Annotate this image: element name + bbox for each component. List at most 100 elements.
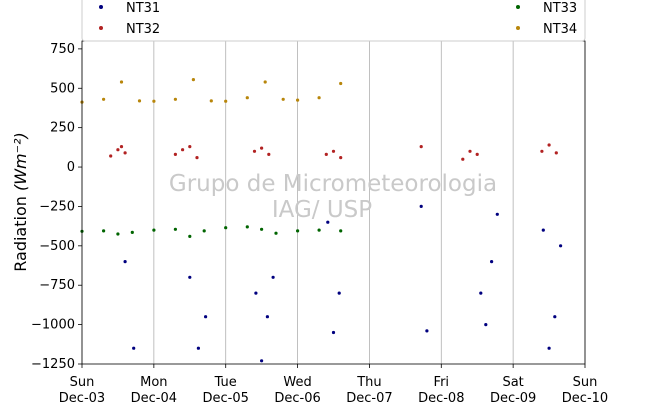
data-point xyxy=(260,359,264,363)
x-tick-label-date: Dec-07 xyxy=(346,391,392,406)
data-point xyxy=(224,99,228,103)
data-point xyxy=(271,275,275,279)
data-point xyxy=(181,148,185,152)
y-tick-label: 250 xyxy=(50,121,75,136)
x-tick-label-day: Sun xyxy=(70,375,95,390)
data-point xyxy=(274,231,278,235)
x-tick-label-date: Dec-05 xyxy=(203,391,249,406)
data-point xyxy=(204,315,208,319)
data-point xyxy=(119,145,124,149)
data-point xyxy=(102,97,106,101)
data-point xyxy=(152,99,156,103)
data-point xyxy=(331,330,336,335)
data-point xyxy=(245,96,249,100)
watermark-line-1: Grupo de Micrometeorologia xyxy=(169,171,497,197)
data-point xyxy=(119,80,124,84)
legend-label: NT34 xyxy=(543,22,577,37)
data-point xyxy=(188,234,192,238)
data-point xyxy=(281,97,285,101)
data-point xyxy=(245,225,249,229)
data-point xyxy=(547,143,551,147)
legend-marker xyxy=(516,5,520,9)
x-tick-label-date: Dec-04 xyxy=(131,391,177,406)
data-point xyxy=(252,149,257,153)
legend: NT31 NT32 NT33 NT34 xyxy=(81,0,586,42)
data-point xyxy=(296,98,300,102)
y-tick-label: 750 xyxy=(50,42,75,57)
data-point xyxy=(540,149,544,153)
data-point xyxy=(191,78,195,82)
series-NT33 xyxy=(80,225,343,238)
data-point xyxy=(260,146,264,150)
x-tick-label-day: Fri xyxy=(434,375,450,390)
x-tick-label-date: Dec-08 xyxy=(418,391,464,406)
data-point xyxy=(137,99,142,103)
x-axis: SunDec-03MonDec-04TueDec-05WedDec-06ThuD… xyxy=(59,364,608,406)
data-point xyxy=(109,154,113,158)
x-tick-label-date: Dec-09 xyxy=(490,391,536,406)
data-point xyxy=(461,157,465,161)
y-axis-label-text: Radiation xyxy=(11,196,30,272)
data-point xyxy=(265,315,269,319)
data-point xyxy=(188,275,192,279)
data-point xyxy=(173,227,177,231)
data-point xyxy=(123,151,127,155)
x-tick-label-day: Sun xyxy=(573,375,598,390)
data-point xyxy=(173,152,177,156)
y-tick-label: −1250 xyxy=(31,357,75,372)
data-point xyxy=(326,220,330,224)
legend-item-NT31: NT31 xyxy=(99,1,160,16)
data-point xyxy=(337,291,341,295)
data-point xyxy=(475,152,479,156)
data-point xyxy=(296,229,300,233)
data-point xyxy=(132,346,136,350)
x-tick-label-day: Sat xyxy=(502,375,523,390)
y-axis: −1250 −1000 −750 −500 −250 0 250 500 750 xyxy=(31,42,82,372)
y-tick-label: −1000 xyxy=(31,318,75,333)
legend-label: NT32 xyxy=(126,22,160,37)
y-tick-label: −750 xyxy=(39,278,75,293)
data-point xyxy=(102,229,106,233)
x-tick-label-day: Thu xyxy=(356,375,381,390)
y-tick-label: 0 xyxy=(67,160,75,175)
data-point xyxy=(541,228,545,232)
data-point xyxy=(317,228,321,232)
data-point xyxy=(339,81,343,86)
data-point xyxy=(188,145,192,149)
data-point xyxy=(547,346,551,350)
y-tick-label: 500 xyxy=(50,81,75,96)
data-point xyxy=(263,80,267,84)
legend-box xyxy=(81,0,586,42)
x-tick-label-date: Dec-06 xyxy=(274,391,320,406)
x-tick-label-day: Tue xyxy=(214,375,237,390)
data-point xyxy=(553,315,557,319)
legend-marker xyxy=(99,5,103,9)
legend-label: NT31 xyxy=(126,1,160,16)
data-point xyxy=(468,149,472,153)
data-point xyxy=(209,99,213,103)
x-tick-label-date: Dec-03 xyxy=(59,391,105,406)
data-point xyxy=(339,156,343,160)
legend-label: NT33 xyxy=(543,1,577,16)
series-NT34 xyxy=(80,78,343,104)
data-point xyxy=(490,260,494,264)
data-point xyxy=(116,232,120,236)
legend-marker xyxy=(516,26,520,30)
legend-item-NT34: NT34 xyxy=(516,22,577,37)
data-point xyxy=(479,291,483,295)
watermark: Grupo de Micrometeorologia IAG/ USP xyxy=(169,171,497,223)
y-tick-label: −500 xyxy=(39,239,75,254)
data-point xyxy=(425,329,429,333)
legend-marker xyxy=(99,26,103,30)
series-NT32 xyxy=(109,143,558,161)
data-point xyxy=(339,229,343,233)
y-tick-label: −250 xyxy=(39,199,75,214)
data-point xyxy=(554,151,558,155)
data-point xyxy=(254,291,258,295)
data-point xyxy=(484,323,488,327)
data-point xyxy=(419,145,423,149)
legend-item-NT33: NT33 xyxy=(516,1,577,16)
data-point xyxy=(195,156,199,160)
data-point xyxy=(324,152,328,156)
